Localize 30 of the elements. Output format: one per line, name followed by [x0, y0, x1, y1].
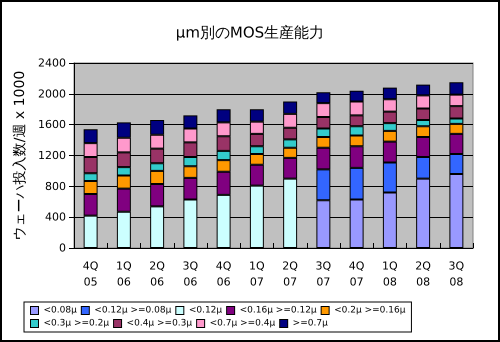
y-tick-label: 400	[45, 210, 66, 224]
y-tick-label: 0	[59, 242, 66, 254]
x-tick-label: 4Q 06	[216, 260, 232, 288]
x-tick-label: 2Q 06	[149, 260, 166, 288]
legend-label: <0.08μ	[44, 306, 78, 316]
y-tick-label: 1200	[38, 149, 66, 162]
legend-label: >=0.7μ	[292, 318, 328, 328]
legend-label: <0.2μ >=0.16μ	[334, 306, 406, 316]
x-tick-label: 2Q 08	[415, 260, 432, 288]
x-tick-label: 4Q 05	[82, 260, 99, 288]
y-axis-title: ウェーハ投入数/週 x 1000	[12, 70, 28, 240]
x-tick-label: 3Q 08	[448, 260, 465, 288]
y-tick-label: 2400	[38, 56, 66, 70]
chart-title: μm別のMOS生産能力	[176, 24, 324, 42]
y-tick-label: 1600	[38, 118, 66, 132]
x-tick-label: 3Q 07	[316, 260, 332, 288]
x-tick-label: 1Q 07	[249, 260, 266, 288]
x-tick-label: 4Q 07	[348, 260, 365, 288]
legend-label: <0.12μ >=0.08μ	[94, 306, 172, 316]
legend-label: <0.12μ	[188, 306, 222, 316]
legend-label: <0.3μ >=0.2μ	[44, 318, 110, 328]
y-tick-label: 800	[45, 180, 66, 193]
x-tick-label: 2Q 07	[282, 260, 298, 288]
x-tick-label: 1Q 08	[382, 260, 398, 288]
legend-label: <0.7μ >=0.4μ	[210, 318, 276, 328]
x-tick-label: 1Q 06	[116, 260, 132, 288]
x-tick-label: 3Q 06	[182, 260, 199, 288]
y-tick-label: 2000	[38, 87, 66, 100]
legend-label: <0.4μ >=0.3μ	[126, 318, 192, 328]
legend-label: <0.16μ >=0.12μ	[240, 306, 317, 316]
